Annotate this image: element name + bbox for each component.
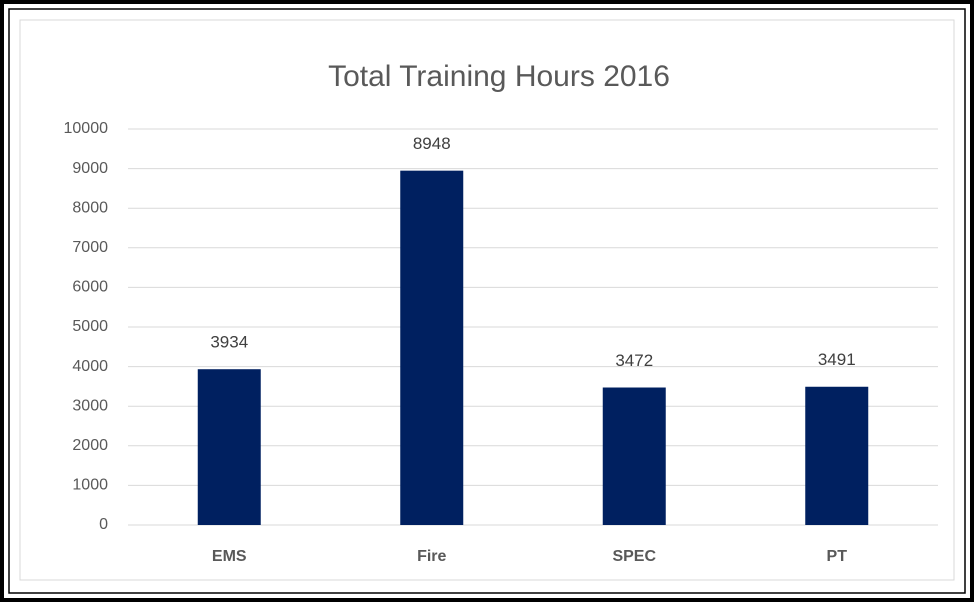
- x-tick-label: SPEC: [612, 548, 656, 565]
- x-tick-label: Fire: [417, 548, 446, 565]
- data-label: 8948: [413, 134, 451, 153]
- data-label: 3491: [818, 350, 856, 369]
- y-tick-label: 5000: [72, 318, 108, 335]
- inner-frame: [8, 8, 966, 594]
- y-tick-label: 9000: [72, 160, 108, 177]
- y-tick-label: 10000: [64, 120, 109, 137]
- chart-title: Total Training Hours 2016: [328, 60, 670, 93]
- y-tick-label: 0: [99, 516, 108, 533]
- y-tick-label: 4000: [72, 358, 108, 375]
- chart-area: [19, 19, 955, 581]
- y-tick-label: 1000: [72, 477, 108, 494]
- data-label: 3472: [615, 351, 653, 370]
- bar: [197, 369, 261, 525]
- bar: [400, 170, 464, 526]
- x-tick-label: PT: [827, 548, 848, 565]
- bar: [602, 387, 666, 525]
- y-tick-label: 2000: [72, 437, 108, 454]
- data-label: 3934: [210, 333, 248, 352]
- bar: [805, 386, 869, 525]
- y-tick-label: 3000: [72, 397, 108, 414]
- x-tick-label: EMS: [212, 548, 247, 565]
- y-tick-label: 6000: [72, 279, 108, 296]
- y-tick-label: 8000: [72, 199, 108, 216]
- y-tick-label: 7000: [72, 239, 108, 256]
